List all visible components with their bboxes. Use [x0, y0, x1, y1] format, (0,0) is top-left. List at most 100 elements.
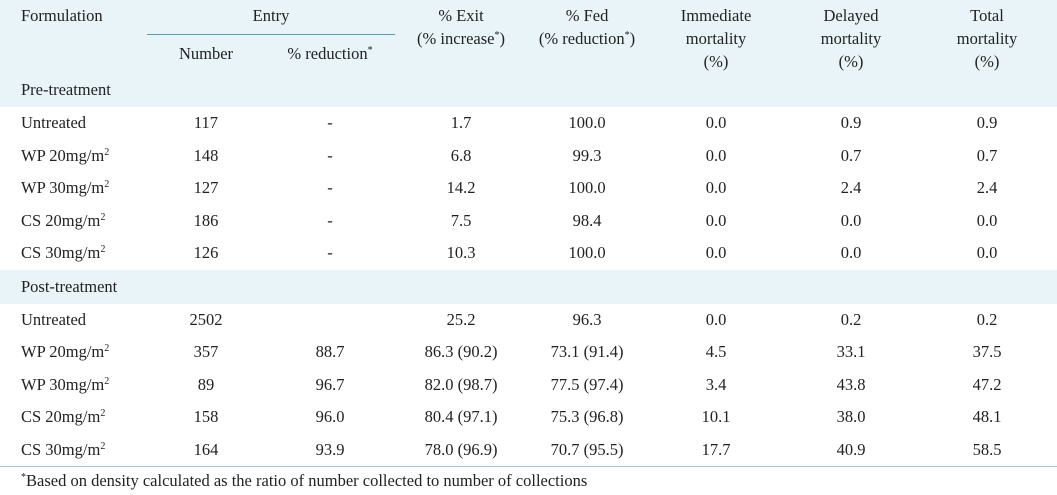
- header-immediate-mortality: Immediate mortality (%): [647, 0, 785, 73]
- formulation-cell: WP 30mg/m2: [0, 172, 147, 205]
- formulation-cell: CS 30mg/m2: [0, 237, 147, 270]
- delayed-cell: 33.1: [785, 336, 917, 369]
- exit-cell: 82.0 (98.7): [395, 369, 527, 402]
- total-cell: 37.5: [917, 336, 1057, 369]
- header-immediate-line2: mortality: [647, 27, 785, 50]
- footnote: *Based on density calculated as the rati…: [0, 467, 1057, 495]
- section-title: Pre-treatment: [0, 73, 1057, 107]
- delayed-cell: 0.0: [785, 237, 917, 270]
- delayed-cell: 43.8: [785, 369, 917, 402]
- reduction-cell: -: [265, 107, 395, 140]
- exit-cell: 6.8: [395, 140, 527, 173]
- formulation-name: WP 30mg/m: [21, 178, 104, 197]
- header-exit-line2: (% increase*): [395, 27, 527, 53]
- fed-cell: 99.3: [527, 140, 647, 173]
- header-fed-line2-text: (% reduction: [539, 29, 625, 48]
- immediate-cell: 0.0: [647, 107, 785, 140]
- header-immediate-line3: (%): [647, 50, 785, 73]
- header-delayed-line1: Delayed: [785, 4, 917, 27]
- delayed-cell: 38.0: [785, 401, 917, 434]
- table-header: Formulation Entry % Exit (% increase*) %…: [0, 0, 1057, 73]
- number-cell: 126: [147, 237, 265, 270]
- fed-cell: 100.0: [527, 172, 647, 205]
- exit-cell: 10.3: [395, 237, 527, 270]
- unit-superscript: 2: [104, 179, 109, 190]
- reduction-cell: 88.7: [265, 336, 395, 369]
- exit-cell: 1.7: [395, 107, 527, 140]
- delayed-cell: 2.4: [785, 172, 917, 205]
- unit-superscript: 2: [104, 376, 109, 387]
- delayed-cell: 0.7: [785, 140, 917, 173]
- reduction-cell: 93.9: [265, 434, 395, 467]
- formulation-cell: Untreated: [0, 304, 147, 337]
- reduction-cell: -: [265, 205, 395, 238]
- reduction-cell: 96.0: [265, 401, 395, 434]
- header-fed-line2-close: ): [630, 29, 636, 48]
- header-entry: Entry: [147, 0, 395, 34]
- header-immediate-line1: Immediate: [647, 4, 785, 27]
- exit-cell: 7.5: [395, 205, 527, 238]
- reduction-cell: 96.7: [265, 369, 395, 402]
- exit-cell: 14.2: [395, 172, 527, 205]
- header-delayed-line3: (%): [785, 50, 917, 73]
- formulation-cell: WP 20mg/m2: [0, 140, 147, 173]
- formulation-cell: WP 30mg/m2: [0, 369, 147, 402]
- unit-superscript: 2: [104, 147, 109, 158]
- number-cell: 2502: [147, 304, 265, 337]
- number-cell: 164: [147, 434, 265, 467]
- unit-superscript: 2: [100, 408, 105, 419]
- delayed-cell: 0.9: [785, 107, 917, 140]
- header-fed-line1: % Fed: [527, 4, 647, 27]
- number-cell: 117: [147, 107, 265, 140]
- formulation-name: CS 30mg/m: [21, 440, 100, 459]
- total-cell: 0.7: [917, 140, 1057, 173]
- fed-cell: 70.7 (95.5): [527, 434, 647, 467]
- reduction-cell: -: [265, 237, 395, 270]
- footnote-text: Based on density calculated as the ratio…: [26, 471, 587, 490]
- header-total-line3: (%): [917, 50, 1057, 73]
- delayed-cell: 0.0: [785, 205, 917, 238]
- header-entry-reduction-text: % reduction: [287, 44, 367, 63]
- number-cell: 186: [147, 205, 265, 238]
- header-fed-line2: (% reduction*): [527, 27, 647, 53]
- immediate-cell: 0.0: [647, 140, 785, 173]
- exit-cell: 25.2: [395, 304, 527, 337]
- formulation-cell: WP 20mg/m2: [0, 336, 147, 369]
- fed-cell: 96.3: [527, 304, 647, 337]
- total-cell: 48.1: [917, 401, 1057, 434]
- formulation-cell: CS 20mg/m2: [0, 205, 147, 238]
- header-formulation: Formulation: [0, 0, 147, 34]
- immediate-cell: 10.1: [647, 401, 785, 434]
- fed-cell: 77.5 (97.4): [527, 369, 647, 402]
- formulation-name: CS 20mg/m: [21, 407, 100, 426]
- header-entry-reduction: % reduction*: [265, 34, 395, 73]
- header-delayed-mortality: Delayed mortality (%): [785, 0, 917, 73]
- total-cell: 2.4: [917, 172, 1057, 205]
- header-total-line1: Total: [917, 4, 1057, 27]
- fed-cell: 98.4: [527, 205, 647, 238]
- fed-cell: 100.0: [527, 107, 647, 140]
- total-cell: 58.5: [917, 434, 1057, 467]
- formulation-cell: Untreated: [0, 107, 147, 140]
- delayed-cell: 40.9: [785, 434, 917, 467]
- exit-cell: 86.3 (90.2): [395, 336, 527, 369]
- total-cell: 0.0: [917, 237, 1057, 270]
- formulation-name: CS 30mg/m: [21, 243, 100, 262]
- formulation-name: WP 20mg/m: [21, 146, 104, 165]
- header-fed-asterisk: *: [625, 30, 630, 41]
- total-cell: 0.9: [917, 107, 1057, 140]
- fed-cell: 75.3 (96.8): [527, 401, 647, 434]
- section-title: Post-treatment: [0, 270, 1057, 304]
- total-cell: 0.0: [917, 205, 1057, 238]
- immediate-cell: 0.0: [647, 304, 785, 337]
